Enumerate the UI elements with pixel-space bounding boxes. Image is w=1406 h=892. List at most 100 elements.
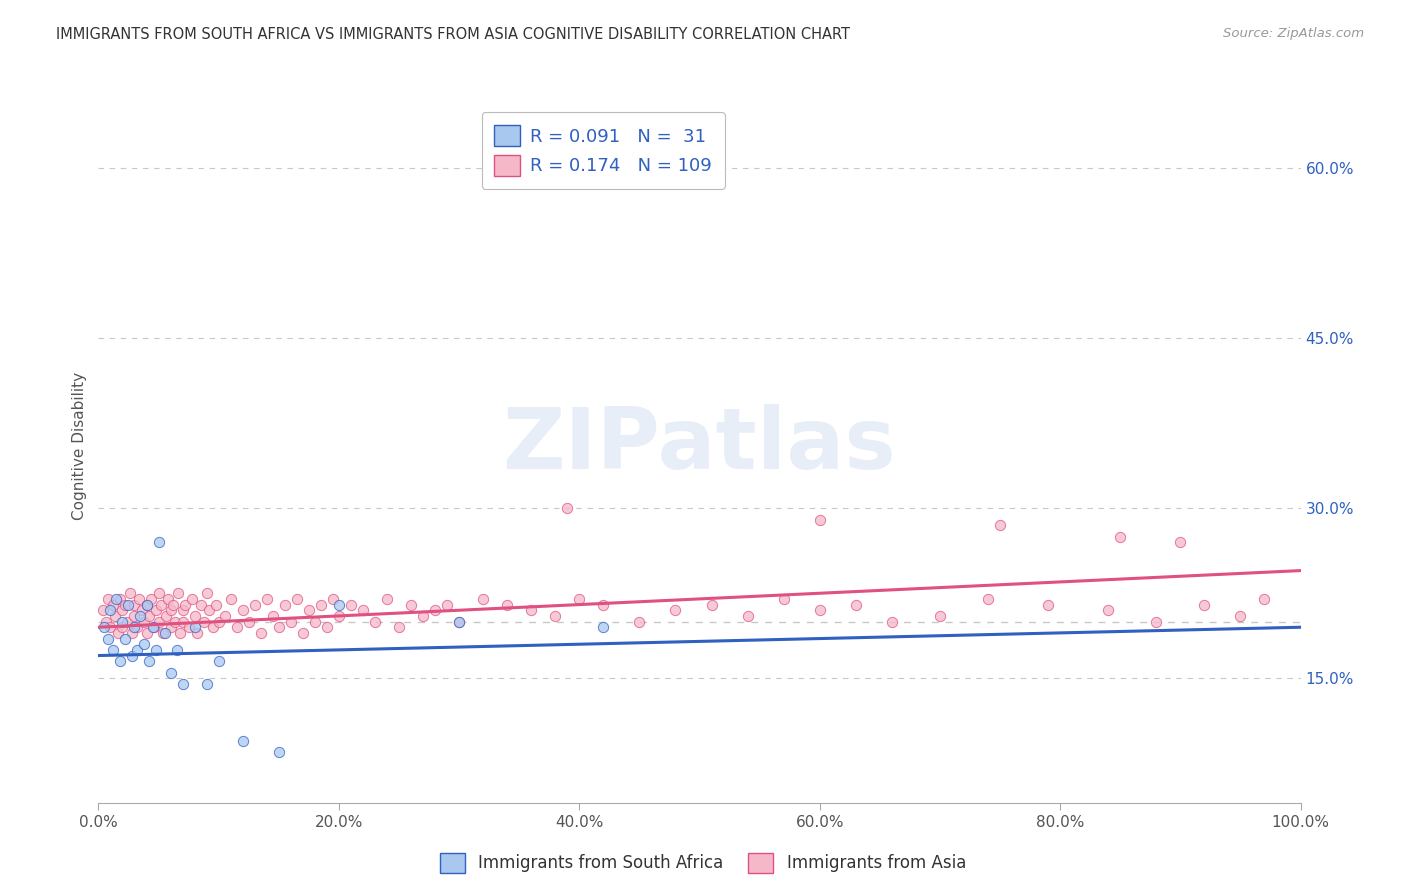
Point xyxy=(145,603,167,617)
Point xyxy=(148,535,170,549)
Point xyxy=(132,637,155,651)
Point xyxy=(262,608,284,623)
Point xyxy=(628,615,651,629)
Point xyxy=(118,586,141,600)
Point xyxy=(232,603,254,617)
Point xyxy=(166,643,188,657)
Point xyxy=(121,626,143,640)
Point xyxy=(172,677,194,691)
Point xyxy=(388,620,411,634)
Point xyxy=(423,603,446,617)
Point xyxy=(114,632,136,646)
Point xyxy=(298,603,321,617)
Point xyxy=(162,598,184,612)
Point xyxy=(447,615,470,629)
Point xyxy=(195,677,218,691)
Point xyxy=(183,620,205,634)
Point xyxy=(737,608,759,623)
Point xyxy=(1194,598,1216,612)
Point xyxy=(135,598,157,612)
Point xyxy=(201,620,224,634)
Point xyxy=(141,591,163,606)
Point xyxy=(205,598,228,612)
Point xyxy=(172,603,194,617)
Point xyxy=(152,626,174,640)
Point xyxy=(1170,535,1192,549)
Point xyxy=(128,591,150,606)
Point xyxy=(111,615,134,629)
Point xyxy=(845,598,868,612)
Point xyxy=(352,603,374,617)
Point xyxy=(105,591,128,606)
Point xyxy=(880,615,903,629)
Point xyxy=(117,615,139,629)
Point xyxy=(124,598,146,612)
Point xyxy=(219,591,242,606)
Point xyxy=(592,620,614,634)
Text: ZIPatlas: ZIPatlas xyxy=(502,404,897,488)
Point xyxy=(97,591,120,606)
Point xyxy=(988,518,1011,533)
Point xyxy=(172,615,194,629)
Point xyxy=(267,620,290,634)
Point xyxy=(1144,615,1167,629)
Point xyxy=(568,591,591,606)
Point xyxy=(198,603,221,617)
Point xyxy=(121,648,143,663)
Point xyxy=(145,643,167,657)
Point xyxy=(195,586,218,600)
Point xyxy=(208,654,231,668)
Point xyxy=(183,608,205,623)
Point xyxy=(399,598,422,612)
Point xyxy=(700,598,723,612)
Point xyxy=(472,591,495,606)
Point xyxy=(138,654,160,668)
Point xyxy=(190,598,212,612)
Point xyxy=(208,615,231,629)
Point xyxy=(664,603,686,617)
Point xyxy=(1097,603,1119,617)
Point xyxy=(592,598,614,612)
Point xyxy=(977,591,1000,606)
Point xyxy=(135,598,157,612)
Point xyxy=(177,620,200,634)
Point xyxy=(111,620,134,634)
Point xyxy=(135,626,157,640)
Point xyxy=(148,586,170,600)
Point xyxy=(304,615,326,629)
Point xyxy=(104,608,127,623)
Point xyxy=(1229,608,1251,623)
Point xyxy=(375,591,398,606)
Point xyxy=(125,643,148,657)
Point xyxy=(91,603,114,617)
Point xyxy=(159,620,181,634)
Point xyxy=(108,654,131,668)
Point xyxy=(101,598,124,612)
Point xyxy=(1109,530,1132,544)
Text: IMMIGRANTS FROM SOUTH AFRICA VS IMMIGRANTS FROM ASIA COGNITIVE DISABILITY CORREL: IMMIGRANTS FROM SOUTH AFRICA VS IMMIGRAN… xyxy=(56,27,851,42)
Point xyxy=(309,598,332,612)
Point xyxy=(772,591,794,606)
Point xyxy=(808,513,831,527)
Point xyxy=(520,603,543,617)
Point xyxy=(124,608,146,623)
Point xyxy=(249,626,271,640)
Point xyxy=(148,615,170,629)
Point xyxy=(108,591,131,606)
Point xyxy=(256,591,278,606)
Point xyxy=(101,643,124,657)
Point xyxy=(328,608,350,623)
Point xyxy=(169,626,191,640)
Point xyxy=(155,608,177,623)
Point xyxy=(159,665,181,680)
Point xyxy=(124,620,146,634)
Point xyxy=(243,598,266,612)
Legend: Immigrants from South Africa, Immigrants from Asia: Immigrants from South Africa, Immigrants… xyxy=(433,847,973,880)
Point xyxy=(132,615,155,629)
Point xyxy=(274,598,297,612)
Point xyxy=(225,620,247,634)
Point xyxy=(544,608,567,623)
Point xyxy=(328,598,350,612)
Point xyxy=(285,591,308,606)
Point xyxy=(322,591,344,606)
